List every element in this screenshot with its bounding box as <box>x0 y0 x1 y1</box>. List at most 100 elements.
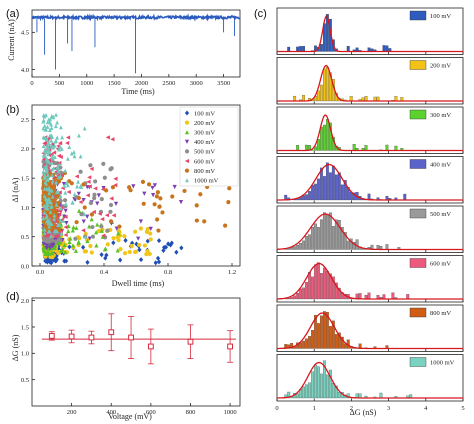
c-hist-bar <box>320 315 323 349</box>
c-hist-bar <box>287 344 291 349</box>
b-point <box>57 147 61 152</box>
c-hist-bar <box>403 193 407 201</box>
b-point <box>54 180 59 185</box>
c-hist-bar <box>355 239 359 250</box>
c-xtick-label: 3 <box>387 405 390 412</box>
b-point <box>52 216 57 222</box>
c-hist-bar <box>364 145 368 151</box>
b-point <box>57 237 63 243</box>
panel-d-conductance-vs-voltage: 200 400 600 800 1000 0.5 1.0 1.5 2.0 <box>21 297 241 416</box>
b-point <box>58 154 63 160</box>
b-point <box>83 234 88 239</box>
a-ylabel: Current (nA) <box>7 19 16 61</box>
c-hist-bar <box>311 226 314 250</box>
b-point <box>42 230 47 236</box>
b-point <box>42 165 47 171</box>
b-point <box>81 244 86 250</box>
c-hist-bar <box>320 167 323 201</box>
b-point <box>87 224 92 229</box>
b-ylabel: ΔI (nA) <box>11 177 20 202</box>
b-point <box>105 135 110 140</box>
b-point <box>43 250 48 256</box>
c-gaussian-fit <box>277 163 463 201</box>
b-point <box>104 188 109 193</box>
b-point <box>72 192 77 197</box>
b-point <box>44 156 49 161</box>
panel-label-b: (b) <box>6 104 19 116</box>
b-point <box>138 219 143 224</box>
b-point <box>70 228 75 233</box>
c-legend-swatch <box>409 258 427 268</box>
c-hist-bar <box>293 246 297 250</box>
c-hist-bar <box>293 295 297 300</box>
b-point <box>44 197 49 202</box>
b-point <box>45 177 50 182</box>
b-legend-label: 500 mV <box>194 149 215 156</box>
d-xtick-label: 800 <box>186 409 196 416</box>
c-hist-bar <box>346 45 350 52</box>
b-point <box>64 220 69 226</box>
b-legend-marker <box>184 139 190 144</box>
c-hist-bar <box>287 391 291 399</box>
b-point <box>226 200 231 205</box>
b-point <box>67 244 72 250</box>
c-gaussian-fit <box>277 114 463 152</box>
b-point <box>100 216 105 222</box>
b-point <box>62 183 67 188</box>
c-hist-bar <box>367 292 371 300</box>
c-hist-bar <box>320 44 323 52</box>
b-point <box>113 201 119 206</box>
c-hist-bar <box>325 311 329 349</box>
c-hist-bar <box>325 271 329 300</box>
c-legend-swatch <box>409 307 427 318</box>
b-point <box>47 224 52 229</box>
b-point <box>74 220 79 225</box>
b-point <box>58 218 63 223</box>
b-point <box>46 145 51 150</box>
b-point <box>49 260 54 266</box>
b-point <box>57 212 62 217</box>
c-legend-swatch <box>409 60 427 70</box>
b-point <box>122 251 128 256</box>
b-point <box>156 228 161 233</box>
c-hist-bar <box>293 95 297 102</box>
b-point <box>170 194 175 199</box>
b-point <box>146 182 152 187</box>
a-plot-frame <box>31 9 241 78</box>
b-legend-label: 600 mV <box>194 158 215 165</box>
b-point <box>53 123 58 129</box>
b-point <box>74 174 79 179</box>
b-point <box>109 166 114 171</box>
c-hist-bar <box>311 330 314 349</box>
b-point <box>54 112 58 117</box>
a-xtick-label: 2000 <box>135 80 148 87</box>
c-hist-bar <box>314 364 317 399</box>
c-hist-bar <box>296 244 300 250</box>
c-histogram-subpanel: 500 mV <box>276 205 464 253</box>
c-hist-bar <box>325 66 329 102</box>
b-legend-box <box>179 106 239 187</box>
c-hist-bar <box>311 185 314 201</box>
b-point <box>182 188 187 194</box>
c-histogram-subpanel: 300 mV <box>276 106 464 154</box>
c-hist-bar <box>323 124 326 151</box>
c-hist-bar <box>287 297 291 300</box>
c-hist-bar <box>331 165 335 201</box>
d-data-point <box>147 343 154 350</box>
c-hist-bar <box>308 272 311 300</box>
c-hist-bar <box>334 219 338 250</box>
b-point <box>62 242 67 248</box>
b-point <box>194 218 199 223</box>
b-point <box>87 175 92 180</box>
b-xtick-label: 0.8 <box>164 269 172 276</box>
panel-label-d: (d) <box>6 291 19 303</box>
b-legend-marker <box>185 178 189 183</box>
b-point <box>50 194 55 199</box>
c-hist-bar <box>334 282 338 300</box>
b-point <box>77 208 82 213</box>
b-point <box>148 231 153 236</box>
b-point <box>45 199 49 204</box>
b-point <box>118 257 123 263</box>
b-point <box>44 150 49 155</box>
c-hist-bar <box>325 214 329 250</box>
